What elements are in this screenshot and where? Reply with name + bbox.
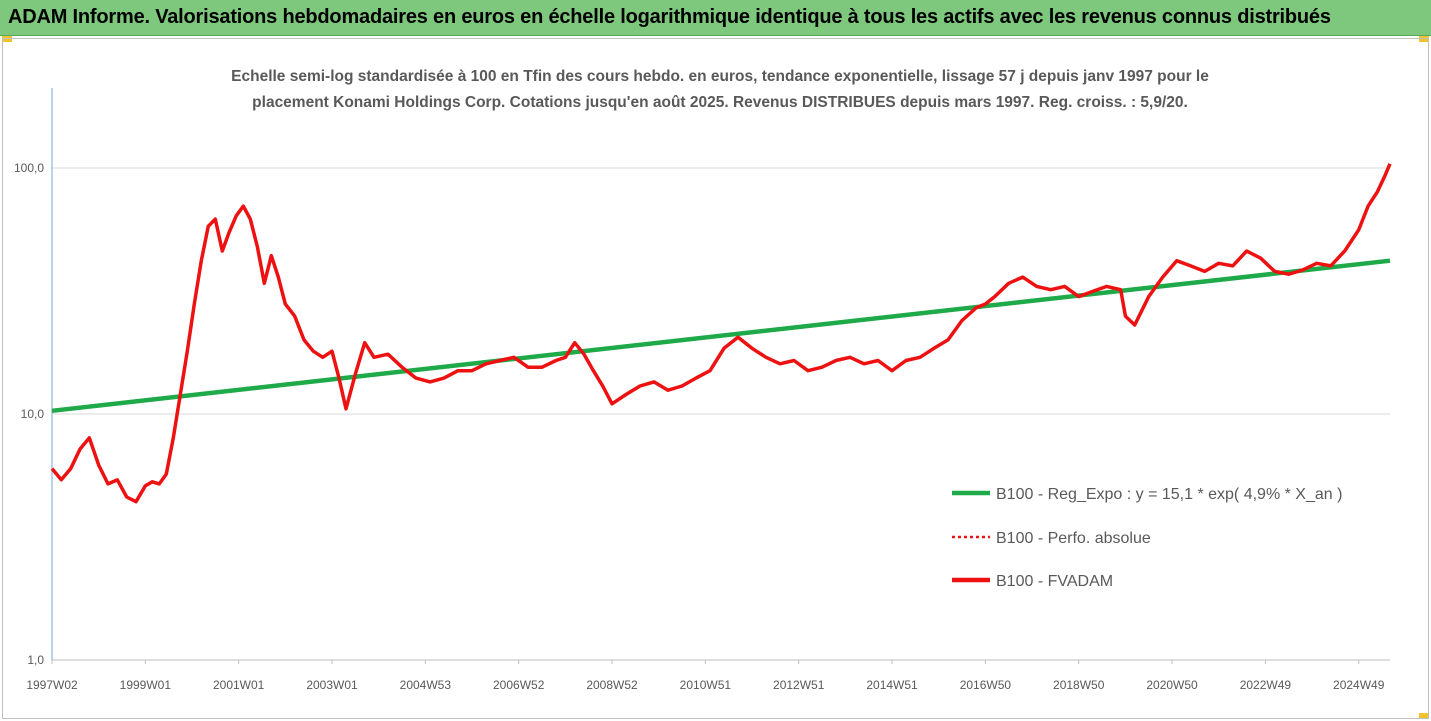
corner-marker-bottom-right xyxy=(1419,713,1429,719)
corner-marker-right xyxy=(1419,36,1429,42)
x-tick-label: 2008W52 xyxy=(586,678,638,692)
x-tick-label: 2022W49 xyxy=(1240,678,1292,692)
plot-area xyxy=(50,163,1392,504)
x-tick-label: 2018W50 xyxy=(1053,678,1105,692)
chart-title-line-2: placement Konami Holdings Corp. Cotation… xyxy=(252,94,1188,111)
x-tick-label: 2006W52 xyxy=(493,678,545,692)
x-tick-label: 2004W53 xyxy=(400,678,452,692)
trend-line xyxy=(51,258,1391,414)
y-tick-labels: 1,0 10,0 100,0 xyxy=(14,161,44,667)
legend-label: B100 - Perfo. absolue xyxy=(996,530,1151,547)
legend-item-fvadam: B100 - FVADAM xyxy=(952,573,1113,590)
y-tick-label: 10,0 xyxy=(21,407,45,421)
page-title: ADAM Informe. Valorisations hebdomadaire… xyxy=(8,6,1331,28)
x-tick-label: 2014W51 xyxy=(866,678,918,692)
corner-marker-left xyxy=(2,36,12,42)
chart-frame xyxy=(2,38,1429,719)
x-tick-label: 2003W01 xyxy=(306,678,358,692)
x-tick-labels: 1997W02 1999W01 2001W01 2003W01 2004W53 2006W… xyxy=(26,660,1385,692)
grid-lines xyxy=(52,167,1390,661)
legend: B100 - Reg_Expo : y = 15,1 * exp( 4,9% *… xyxy=(952,486,1342,590)
legend-item-perfo: B100 - Perfo. absolue xyxy=(952,530,1151,547)
x-tick-label: 1997W02 xyxy=(26,678,78,692)
chart-title: Echelle semi-log standardisée à 100 en T… xyxy=(120,64,1320,116)
y-tick-label: 100,0 xyxy=(14,161,44,175)
x-tick-label: 1999W01 xyxy=(120,678,172,692)
x-tick-label: 2024W49 xyxy=(1333,678,1385,692)
header-banner: ADAM Informe. Valorisations hebdomadaire… xyxy=(0,0,1431,36)
legend-label: B100 - Reg_Expo : y = 15,1 * exp( 4,9% *… xyxy=(996,486,1342,503)
x-tick-label: 2020W50 xyxy=(1146,678,1198,692)
chart-title-line-1: Echelle semi-log standardisée à 100 en T… xyxy=(231,68,1209,85)
y-tick-label: 1,0 xyxy=(27,653,44,667)
legend-label: B100 - FVADAM xyxy=(996,573,1113,590)
x-tick-label: 2001W01 xyxy=(213,678,265,692)
x-tick-label: 2016W50 xyxy=(960,678,1012,692)
fvadam-line xyxy=(50,163,1392,504)
x-tick-label: 2010W51 xyxy=(680,678,732,692)
x-tick-label: 2012W51 xyxy=(773,678,825,692)
legend-item-trend: B100 - Reg_Expo : y = 15,1 * exp( 4,9% *… xyxy=(952,486,1342,503)
